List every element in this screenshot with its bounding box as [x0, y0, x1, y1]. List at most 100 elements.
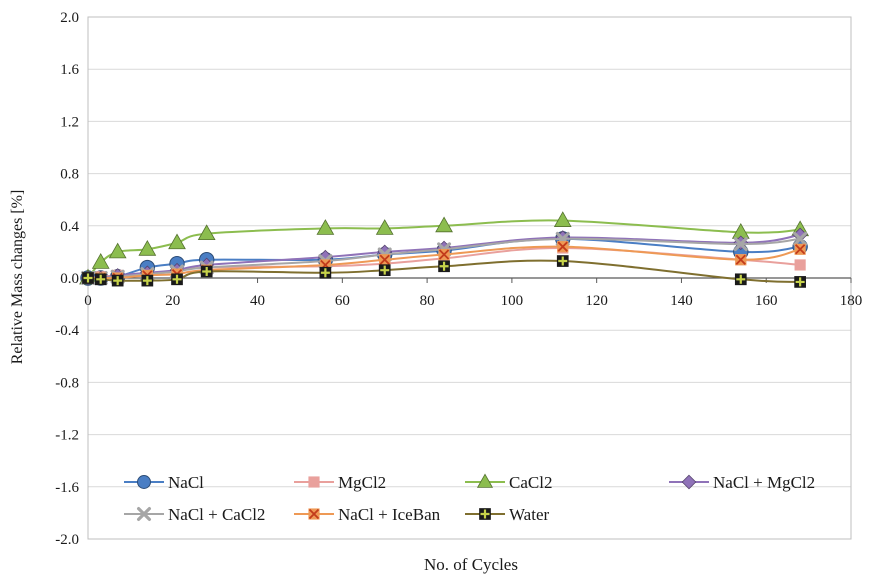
- legend: NaCl MgCl2 CaCl2 NaCl + MgCl2 NaCl + CaCl2 Na…: [124, 473, 815, 524]
- legend-marker: [137, 475, 151, 489]
- data-point: [794, 243, 806, 255]
- y-tick-label: 0.8: [60, 167, 79, 183]
- marker-plus: [113, 276, 123, 286]
- y-tick-label: -0.4: [55, 323, 79, 339]
- data-point: [733, 237, 748, 252]
- y-tick-label: -1.6: [55, 480, 79, 496]
- data-point: [138, 239, 157, 256]
- x-tick-label: 40: [250, 293, 265, 309]
- legend-marker: [137, 507, 151, 521]
- data-point: [794, 259, 806, 271]
- x-tick-label: 120: [585, 293, 608, 309]
- data-point: [319, 266, 332, 279]
- y-tick-label: 2.0: [60, 10, 79, 26]
- x-tick-label: 160: [755, 293, 778, 309]
- x-tick-label: 20: [165, 293, 180, 309]
- series-group: [79, 211, 810, 288]
- legend-item: NaCl + IceBan: [294, 505, 441, 524]
- marker-x-stroke: [793, 231, 808, 246]
- legend-label: NaCl + MgCl2: [713, 473, 815, 492]
- legend-marker: [681, 474, 697, 490]
- legend-item: NaCl + CaCl2: [124, 505, 265, 524]
- data-point: [557, 241, 569, 253]
- marker-plus: [96, 274, 106, 284]
- data-point: [793, 231, 808, 246]
- y-tick-label: -2.0: [55, 532, 79, 548]
- x-tick-label: 80: [420, 293, 435, 309]
- data-point: [171, 273, 183, 286]
- y-tick-label: -1.2: [55, 428, 79, 444]
- legend-marker: [479, 508, 491, 520]
- marker-plus: [736, 274, 746, 284]
- marker-cross: [794, 244, 806, 255]
- data-point: [379, 254, 391, 266]
- legend-label: MgCl2: [338, 473, 386, 492]
- data-point: [111, 274, 124, 287]
- data-point: [553, 211, 572, 227]
- legend-label: Water: [509, 505, 549, 524]
- legend-item: CaCl2: [465, 473, 552, 492]
- legend-marker: [308, 476, 320, 488]
- data-point: [316, 219, 335, 235]
- data-point: [197, 224, 216, 241]
- data-point: [82, 272, 94, 284]
- data-point: [438, 248, 450, 261]
- x-tick-label: 60: [335, 293, 350, 309]
- y-tick-label: -0.8: [55, 375, 79, 391]
- x-tick-label: 100: [501, 293, 524, 309]
- legend-item: NaCl + MgCl2: [669, 473, 815, 492]
- data-point: [94, 273, 107, 286]
- marker-plus: [83, 273, 93, 283]
- data-point: [200, 265, 213, 278]
- data-point: [378, 264, 391, 277]
- series-water: [82, 255, 806, 288]
- legend-label: NaCl: [168, 473, 204, 492]
- marker-plus: [202, 266, 212, 276]
- x-tick-label: 140: [670, 293, 693, 309]
- y-tick-label: 0.4: [60, 219, 79, 235]
- data-point: [438, 260, 450, 273]
- data-point: [141, 274, 154, 287]
- legend-label: NaCl + CaCl2: [168, 505, 265, 524]
- legend-marker: [308, 508, 320, 520]
- marker-plus: [320, 268, 330, 278]
- data-point: [734, 273, 747, 286]
- y-tick-label: 0.0: [60, 271, 79, 287]
- marker-cross: [308, 508, 320, 520]
- data-point: [556, 255, 569, 267]
- marker-plus: [558, 256, 568, 266]
- legend-label: CaCl2: [509, 473, 552, 492]
- data-point: [435, 216, 453, 233]
- x-tick-label: 0: [84, 293, 92, 309]
- legend-item: NaCl: [124, 473, 204, 492]
- marker-x-stroke: [733, 237, 748, 252]
- data-point: [108, 242, 127, 259]
- legend-marker: [476, 473, 494, 488]
- marker-plus: [380, 265, 390, 275]
- y-tick-label: 1.2: [60, 114, 79, 130]
- marker-plus: [480, 509, 490, 519]
- y-tick-label: 1.6: [60, 62, 79, 78]
- series-cacl2: [79, 211, 810, 285]
- data-point: [794, 276, 806, 288]
- legend-label: NaCl + IceBan: [338, 505, 441, 524]
- legend-item: Water: [465, 505, 549, 524]
- y-axis-label: Relative Mass changes [%]: [9, 190, 26, 365]
- x-axis-label: No. of Cycles: [424, 555, 518, 574]
- marker-cross: [735, 254, 746, 265]
- marker-x-stroke: [137, 507, 151, 521]
- marker-plus: [439, 261, 449, 271]
- marker-plus: [142, 276, 152, 286]
- legend-item: MgCl2: [294, 473, 386, 492]
- marker-cross: [379, 254, 390, 265]
- data-point: [735, 254, 747, 266]
- data-point: [168, 233, 186, 250]
- x-tick-label: 180: [840, 293, 863, 309]
- data-point: [375, 219, 394, 235]
- marker-cross: [557, 241, 568, 252]
- marker-plus: [172, 274, 182, 284]
- data-point: [91, 253, 110, 269]
- marker-plus: [795, 277, 805, 287]
